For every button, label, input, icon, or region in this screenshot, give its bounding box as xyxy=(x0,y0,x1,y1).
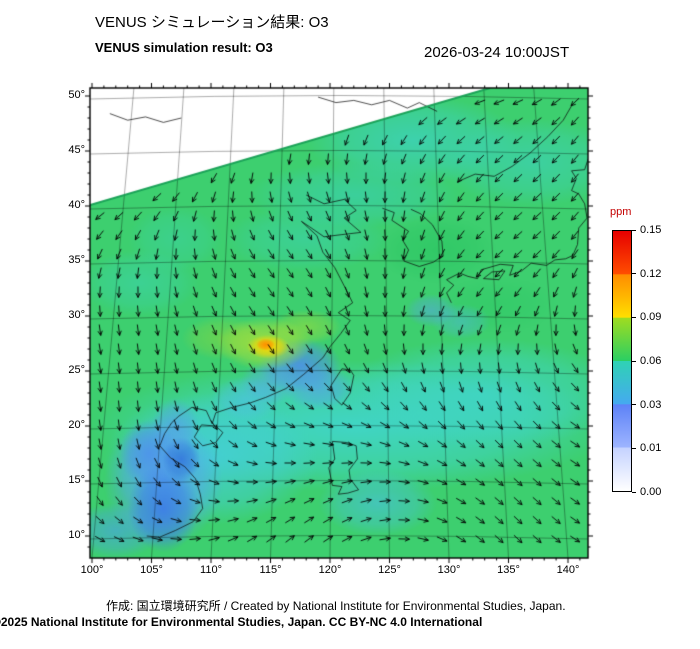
lat-tick-label: 10° xyxy=(68,529,85,541)
copyright-line: ©2025 National Institute for Environment… xyxy=(0,615,483,629)
page-title-japanese: VENUS シミュレーション結果: O3 xyxy=(95,14,329,31)
timestamp-label: 2026-03-24 10:00JST xyxy=(424,44,570,61)
lon-tick-label: 125° xyxy=(378,564,401,576)
lon-tick-label: 135° xyxy=(497,564,520,576)
colorbar-gradient xyxy=(613,231,631,491)
lat-tick-label: 15° xyxy=(68,474,85,486)
colorbar-tick-mark xyxy=(632,360,636,362)
lon-tick-label: 130° xyxy=(437,564,461,576)
page-title-english: VENUS simulation result: O3 xyxy=(95,40,273,55)
colorbar-tick-label: 0.03 xyxy=(640,398,662,411)
colorbar-tick-mark xyxy=(632,404,636,406)
lat-tick-label: 20° xyxy=(68,419,85,431)
colorbar-tick-label: 0.00 xyxy=(640,486,662,498)
lon-tick-label: 115° xyxy=(259,564,282,576)
lat-tick-label: 25° xyxy=(68,364,85,376)
colorbar-unit-label: ppm xyxy=(610,206,632,218)
colorbar xyxy=(612,230,632,492)
lon-tick-label: 110° xyxy=(200,564,222,576)
lon-tick-label: 140° xyxy=(556,564,580,576)
colorbar-tick-label: 0.12 xyxy=(640,267,662,280)
colorbar-tick-mark xyxy=(632,316,636,318)
colorbar-tick-label: 0.09 xyxy=(640,311,662,324)
lat-tick-label: 35° xyxy=(68,254,85,266)
credit-line: 作成: 国立環境研究所 / Created by National Instit… xyxy=(106,599,566,613)
lon-tick-label: 105° xyxy=(140,564,163,576)
colorbar-tick-mark xyxy=(632,447,636,449)
colorbar-tick-label: 0.06 xyxy=(640,355,662,367)
colorbar-tick-mark xyxy=(632,491,636,493)
lat-tick-label: 50° xyxy=(68,89,85,101)
colorbar-tick-mark xyxy=(632,273,636,275)
lon-tick-label: 120° xyxy=(318,564,342,576)
colorbar-tick-label: 0.15 xyxy=(640,224,662,236)
lon-tick-label: 100° xyxy=(80,564,104,576)
lat-tick-label: 40° xyxy=(68,199,85,211)
simulation-map-canvas xyxy=(84,82,596,572)
colorbar-tick-label: 0.01 xyxy=(640,442,662,455)
colorbar-tick-mark xyxy=(632,229,636,231)
lat-tick-label: 45° xyxy=(68,144,85,156)
lat-tick-label: 30° xyxy=(68,309,85,321)
